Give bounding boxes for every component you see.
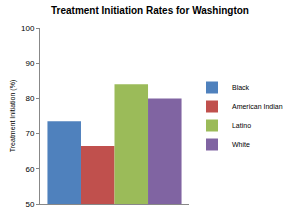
svg-text:Black: Black: [232, 84, 250, 91]
svg-text:50: 50: [25, 200, 34, 209]
svg-text:White: White: [232, 141, 250, 148]
svg-text:100: 100: [21, 24, 35, 33]
svg-text:60: 60: [25, 165, 34, 174]
svg-text:80: 80: [25, 94, 34, 103]
svg-text:American Indian: American Indian: [232, 103, 283, 110]
svg-text:Treatment Initiation (%): Treatment Initiation (%): [9, 80, 17, 152]
svg-text:Treatment Initiation Rates for: Treatment Initiation Rates for Washingto…: [51, 5, 249, 16]
svg-text:90: 90: [25, 59, 34, 68]
svg-text:70: 70: [25, 129, 34, 138]
svg-text:Latino: Latino: [232, 122, 251, 129]
